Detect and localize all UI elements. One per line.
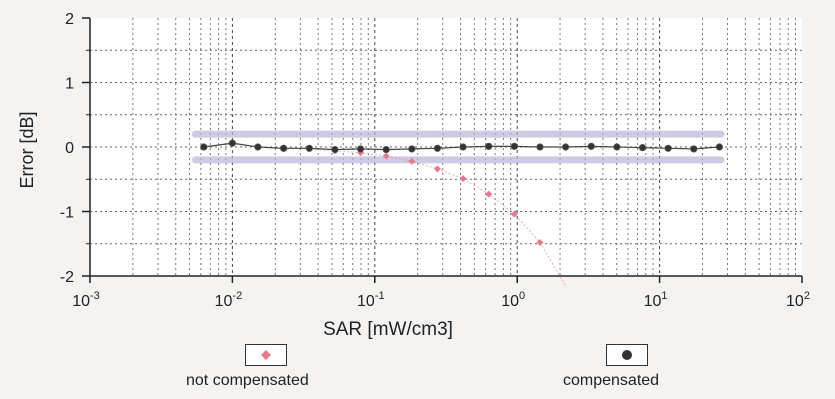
x-tick-label: 101 [644, 290, 668, 310]
point-compensated [356, 145, 365, 153]
point-not-compensated [485, 190, 493, 198]
y-axis-label: Error [dB] [17, 111, 37, 188]
point-compensated [638, 144, 647, 152]
legend-label-not-compensated: not compensated [186, 372, 309, 389]
y-tick-label: 1 [65, 76, 74, 93]
point-compensated [280, 144, 288, 152]
x-tick-label: 10-2 [215, 290, 243, 310]
legend-marker-not-compensated [245, 344, 287, 366]
legend-marker-compensated [606, 344, 648, 366]
legend-label-compensated: compensated [563, 372, 660, 389]
point-compensated [690, 145, 698, 153]
point-compensated [408, 145, 416, 153]
point-compensated [562, 143, 570, 151]
point-not-compensated [408, 157, 416, 165]
point-compensated [254, 143, 262, 151]
point-compensated [200, 143, 208, 151]
series-layer [200, 139, 724, 286]
point-compensated [613, 143, 621, 151]
point-compensated [715, 143, 724, 151]
point-compensated [510, 142, 518, 150]
x-axis-label: SAR [mW/cm3] [323, 319, 453, 340]
point-compensated [433, 144, 442, 152]
y-tick-label: -2 [60, 269, 74, 286]
point-not-compensated [382, 152, 390, 160]
point-compensated [382, 145, 390, 154]
uncertainty-band [191, 130, 725, 164]
x-tick-label: 10-1 [357, 290, 385, 310]
point-not-compensated [459, 175, 467, 183]
point-not-compensated [433, 165, 441, 173]
point-compensated [331, 145, 339, 154]
point-compensated [536, 143, 544, 151]
y-tick-label: 2 [65, 11, 74, 28]
axes: -2 -1 0 1 2 10-3 10-2 10-1 100 101 102 [60, 11, 810, 310]
grid [90, 18, 802, 276]
point-compensated [459, 143, 467, 151]
point-compensated [228, 139, 236, 147]
x-tick-label: 100 [501, 290, 525, 310]
point-compensated [305, 144, 313, 152]
y-tick-label: -1 [60, 205, 74, 222]
y-tick-label: 0 [65, 140, 74, 157]
point-not-compensated [510, 210, 518, 218]
point-compensated [587, 142, 595, 150]
point-compensated [664, 144, 672, 152]
point-not-compensated [536, 238, 544, 246]
x-tick-label: 10-3 [72, 290, 100, 310]
x-tick-label: 102 [786, 290, 810, 310]
point-compensated [485, 142, 493, 150]
